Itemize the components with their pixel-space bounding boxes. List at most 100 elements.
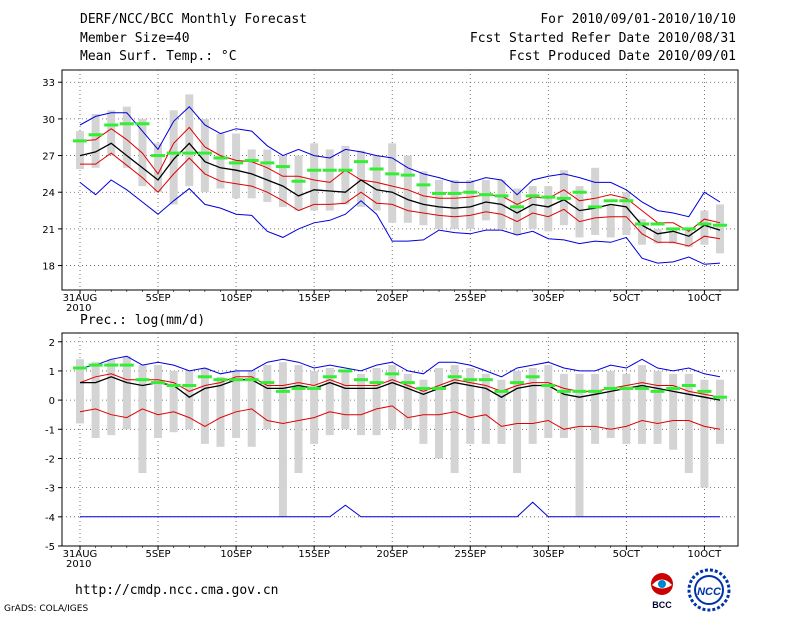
climatology-dash: [260, 381, 275, 385]
plot-frame-1: [61, 332, 739, 547]
series-line-p75: [79, 126, 721, 232]
x-tick-year: 2010: [66, 559, 91, 570]
ensemble-box: [653, 228, 662, 244]
climatology-dash: [229, 378, 244, 382]
ensemble-box: [278, 155, 287, 207]
climatology-dash: [619, 199, 634, 203]
series-line-max: [79, 355, 721, 378]
climatology-dash: [385, 172, 400, 176]
climatology-dash: [73, 139, 87, 143]
ensemble-box: [528, 186, 537, 229]
climatology-dash: [151, 381, 166, 385]
ensemble-box: [294, 155, 303, 211]
y-tick-label: 18: [42, 262, 55, 273]
y-tick-label: 1: [49, 367, 55, 378]
x-tick-label: 31AUG: [63, 549, 98, 560]
ensemble-box: [700, 379, 709, 488]
ensemble-box: [232, 370, 241, 439]
x-tick-label: 10OCT: [688, 293, 723, 304]
climatology-dash: [416, 386, 431, 390]
x-tick-label: 10OCT: [688, 549, 723, 560]
ensemble-box: [200, 368, 209, 444]
climatology-dash: [541, 195, 556, 199]
climatology-dash: [525, 194, 540, 198]
climatology-dash: [369, 167, 384, 171]
climatology-dash: [572, 190, 587, 194]
series-line-p25: [79, 405, 721, 430]
ensemble-box: [481, 373, 490, 444]
ensemble-box: [278, 362, 287, 517]
ensemble-box: [403, 155, 412, 223]
series-line-min: [80, 501, 720, 518]
ensemble-box: [341, 145, 350, 205]
climatology-dash: [588, 205, 603, 209]
climatology-dash: [541, 384, 556, 388]
climatology-dash: [322, 375, 337, 379]
climatology-dash: [478, 193, 493, 197]
x-tick-label: 30SEP: [533, 549, 564, 560]
ensemble-box: [419, 379, 428, 444]
climatology-dash: [494, 194, 509, 198]
climatology-dash: [463, 190, 478, 194]
y-tick-label: 30: [42, 115, 55, 126]
climatology-dash: [463, 378, 478, 382]
climatology-dash: [119, 363, 134, 367]
climatology-dash: [572, 389, 587, 393]
series-line-max: [79, 105, 721, 218]
climatology-dash: [166, 384, 181, 388]
ensemble-box: [466, 368, 475, 444]
ensemble-box: [653, 370, 662, 444]
ensemble-box: [575, 373, 584, 517]
ensemble-box: [107, 359, 116, 436]
ensemble-box: [372, 155, 381, 211]
climatology-dash: [385, 372, 400, 376]
source-url[interactable]: http://cmdp.ncc.cma.gov.cn: [75, 583, 279, 598]
x-tick-label: 25SEP: [455, 549, 486, 560]
climatology-dash: [650, 389, 665, 393]
forecast-period: For 2010/09/01-2010/10/10: [540, 12, 736, 27]
y-tick-label: 21: [42, 225, 55, 236]
climatology-dash: [650, 222, 665, 226]
ensemble-box: [606, 370, 615, 439]
ensemble-box: [388, 365, 397, 430]
panel-title-precip: Prec.: log(mm/d): [80, 313, 205, 328]
climatology-dash: [213, 156, 228, 160]
climatology-dash: [353, 378, 368, 382]
climatology-dash: [166, 151, 181, 155]
climatology-dash: [697, 222, 712, 226]
climatology-dash: [182, 384, 197, 388]
ensemble-box: [637, 219, 646, 245]
climatology-dash: [275, 389, 290, 393]
climatology-dash: [88, 133, 103, 137]
ensemble-box: [185, 94, 194, 187]
ensemble-box: [310, 143, 319, 211]
climatology-dash: [400, 173, 415, 177]
y-tick-label: 0: [49, 396, 55, 407]
series-line-mean: [79, 142, 721, 237]
y-tick-label: -4: [45, 513, 55, 524]
bcc-logo-text: BCC: [652, 600, 672, 610]
climatology-dash: [135, 122, 150, 126]
ensemble-box: [356, 373, 365, 436]
climatology-dash: [291, 179, 306, 183]
climatology-dash: [697, 389, 712, 393]
climatology-dash: [338, 369, 353, 373]
ensemble-box: [232, 133, 241, 199]
ensemble-box: [544, 186, 553, 232]
ensemble-box: [200, 118, 209, 193]
ensemble-box: [435, 180, 444, 229]
series-line-p25: [80, 152, 721, 247]
ensemble-box: [622, 373, 631, 444]
climatology-dash: [307, 168, 322, 172]
climatology-dash: [510, 381, 525, 385]
ensemble-box: [637, 365, 646, 444]
y-tick-label: 27: [42, 152, 55, 163]
x-tick-label: 5OCT: [613, 549, 641, 560]
climatology-dash: [104, 123, 119, 127]
climatology-dash: [229, 161, 244, 165]
climatology-dash: [666, 227, 681, 231]
climatology-dash: [73, 366, 87, 370]
ensemble-box: [591, 373, 600, 444]
x-tick-label: 10SEP: [220, 293, 251, 304]
ensemble-box: [435, 368, 444, 459]
